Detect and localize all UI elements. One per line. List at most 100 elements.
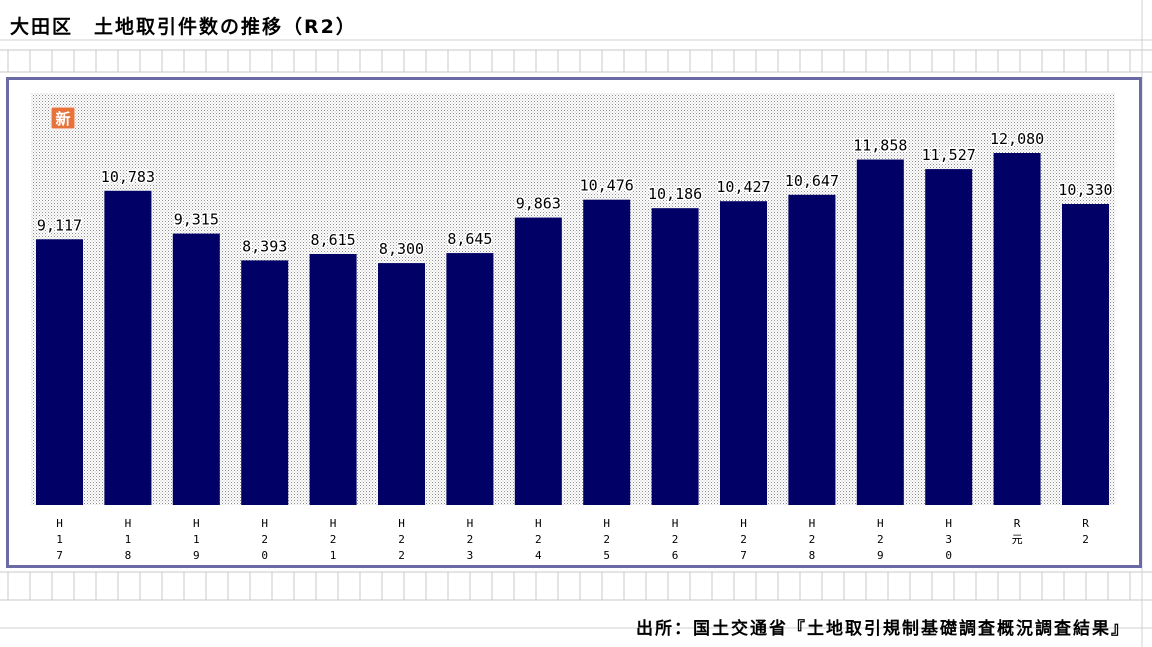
tick-label: 2 bbox=[672, 533, 679, 546]
tick-label: 1 bbox=[330, 549, 337, 562]
bar-chart: 新 9,117 10,783 9,315 8,393 8,615 8,300 8,645 9,… bbox=[31, 93, 1115, 562]
bar bbox=[514, 217, 562, 505]
category-label: H 2 9 bbox=[877, 517, 884, 562]
tick-label: 9 bbox=[877, 549, 884, 562]
tick-label: H bbox=[330, 517, 337, 530]
tick-label: 2 bbox=[467, 533, 474, 546]
category-label: H 1 9 bbox=[193, 517, 200, 562]
category-label: H 2 5 bbox=[603, 517, 610, 562]
tick-label: 1 bbox=[56, 533, 63, 546]
new-badge: 新 bbox=[50, 106, 76, 130]
tick-label: R bbox=[1014, 517, 1021, 530]
data-label: 10,186 bbox=[648, 185, 702, 203]
tick-label: H bbox=[672, 517, 679, 530]
tick-label: 7 bbox=[56, 549, 63, 562]
tick-label: 2 bbox=[535, 533, 542, 546]
bar bbox=[720, 201, 767, 505]
category-label: H 2 2 bbox=[398, 517, 405, 562]
data-label: 10,783 bbox=[101, 168, 155, 186]
tick-label: H bbox=[877, 517, 884, 530]
tick-label: 2 bbox=[398, 533, 405, 546]
tick-label: 2 bbox=[809, 533, 816, 546]
chart-frame: 新 9,117 10,783 9,315 8,393 8,615 8,300 8,645 9,… bbox=[6, 77, 1142, 568]
tick-label: 6 bbox=[672, 549, 679, 562]
bar bbox=[241, 260, 289, 505]
tick-label: 7 bbox=[740, 549, 747, 562]
tick-label: 2 bbox=[603, 533, 610, 546]
data-label: 11,527 bbox=[922, 146, 976, 164]
data-label: 10,427 bbox=[716, 178, 770, 196]
tick-label: R bbox=[1082, 517, 1089, 530]
category-label: H 2 6 bbox=[672, 517, 679, 562]
category-label: R2 bbox=[1082, 517, 1089, 546]
data-label: 12,080 bbox=[990, 130, 1044, 148]
tick-label: 8 bbox=[809, 549, 816, 562]
bar bbox=[993, 153, 1041, 505]
category-label: H 2 7 bbox=[740, 517, 747, 562]
tick-label: H bbox=[261, 517, 268, 530]
category-label: H 2 0 bbox=[261, 517, 268, 562]
data-label: 8,645 bbox=[447, 230, 492, 248]
tick-label: 2 bbox=[330, 533, 337, 546]
bar bbox=[104, 190, 152, 506]
tick-label: H bbox=[535, 517, 542, 530]
tick-label: 0 bbox=[945, 549, 952, 562]
category-label: H 2 3 bbox=[467, 517, 474, 562]
tick-label: 9 bbox=[193, 549, 200, 562]
bar bbox=[925, 169, 973, 505]
tick-label: H bbox=[740, 517, 747, 530]
tick-label: 2 bbox=[877, 533, 884, 546]
tick-label: 2 bbox=[1082, 533, 1089, 546]
tick-label: H bbox=[603, 517, 610, 530]
tick-label: H bbox=[193, 517, 200, 530]
bar bbox=[36, 239, 83, 506]
tick-label: 3 bbox=[945, 533, 952, 546]
tick-label: H bbox=[398, 517, 405, 530]
bar bbox=[583, 199, 631, 505]
page-title: 大田区 土地取引件数の推移（R2） bbox=[10, 16, 357, 38]
bar bbox=[856, 159, 904, 505]
tick-label: 8 bbox=[125, 549, 132, 562]
tick-label: 1 bbox=[193, 533, 200, 546]
tick-label: 元 bbox=[1012, 533, 1023, 546]
data-label: 10,647 bbox=[785, 172, 839, 190]
tick-label: 2 bbox=[398, 549, 405, 562]
bar bbox=[788, 194, 836, 506]
tick-label: H bbox=[945, 517, 952, 530]
category-label: R元 bbox=[1012, 517, 1023, 546]
source-note: 出所：国土交通省『土地取引規制基礎調査概況調査結果』 bbox=[636, 619, 1130, 639]
data-label: 8,615 bbox=[311, 231, 356, 249]
bar bbox=[309, 254, 357, 505]
data-label: 10,330 bbox=[1058, 181, 1112, 199]
tick-label: 0 bbox=[261, 549, 268, 562]
tick-label: H bbox=[809, 517, 816, 530]
bar bbox=[172, 233, 220, 505]
bar bbox=[1062, 204, 1109, 505]
category-label: H 2 4 bbox=[535, 517, 542, 562]
data-label: 9,315 bbox=[174, 211, 219, 229]
data-label: 8,393 bbox=[242, 237, 287, 255]
tick-label: 4 bbox=[535, 549, 542, 562]
tick-label: 2 bbox=[261, 533, 268, 546]
category-label: H 3 0 bbox=[945, 517, 952, 562]
category-label: H 2 1 bbox=[330, 517, 337, 562]
bar bbox=[446, 253, 494, 505]
tick-label: H bbox=[56, 517, 63, 530]
category-label: H 1 7 bbox=[56, 517, 63, 562]
tick-label: 1 bbox=[125, 533, 132, 546]
data-label: 9,863 bbox=[516, 195, 561, 213]
category-label: H 2 8 bbox=[809, 517, 816, 562]
tick-label: H bbox=[125, 517, 132, 530]
tick-label: H bbox=[467, 517, 474, 530]
tick-label: 2 bbox=[740, 533, 747, 546]
category-label: H 1 8 bbox=[125, 517, 132, 562]
new-badge-box bbox=[50, 106, 76, 130]
new-badge-label: 新 bbox=[55, 110, 70, 128]
data-label: 9,117 bbox=[37, 216, 82, 234]
data-label: 11,858 bbox=[853, 137, 907, 155]
data-label: 10,476 bbox=[580, 177, 634, 195]
bar bbox=[378, 263, 425, 505]
bar bbox=[651, 208, 699, 505]
tick-label: 5 bbox=[603, 549, 610, 562]
